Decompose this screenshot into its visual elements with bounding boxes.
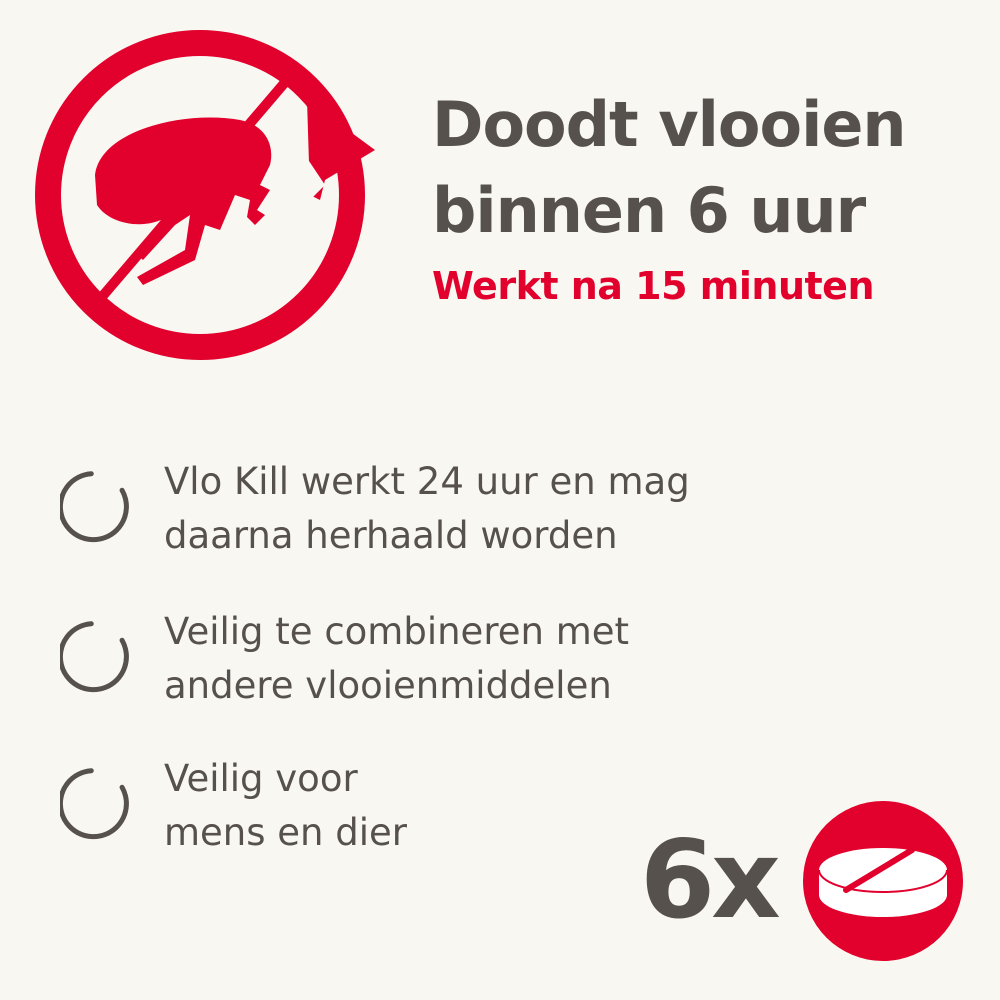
feature-item: Vlo Kill werkt 24 uur en mag daarna herha… [60,455,820,565]
feature-item: Veilig te combineren met andere vlooienmi… [60,605,820,715]
feature-text-2: andere vlooienmiddelen [164,664,612,707]
headline: Doodt vlooien binnen 6 uur [432,82,907,254]
feature-text-2: mens en dier [164,811,408,854]
feature-text-1: Veilig voor [164,757,358,800]
tablet-icon [803,801,963,961]
tablet-count: 6x [640,818,781,943]
no-flea-icon [35,30,375,360]
feature-text-1: Veilig te combineren met [164,610,630,653]
feature-text-1: Vlo Kill werkt 24 uur en mag [164,460,690,503]
headline-line-1: Doodt vlooien [432,88,907,161]
feature-item: Veilig voor mens en dier [60,752,820,862]
subheadline: Werkt na 15 minuten [432,264,875,308]
feature-text-2: daarna herhaald worden [164,514,618,557]
circle-check-icon [60,621,129,693]
circle-check-icon [60,471,129,543]
headline-line-2: binnen 6 uur [432,174,866,247]
circle-check-icon [60,768,129,840]
